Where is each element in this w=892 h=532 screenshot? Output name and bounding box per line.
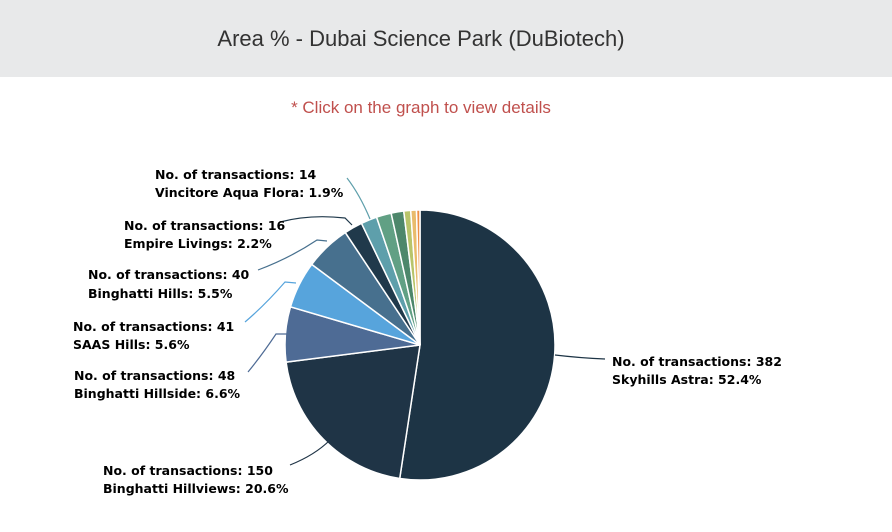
label-binghatti-hillviews-count: No. of transactions: 150 — [103, 463, 273, 478]
label-vincitore-pct: Vincitore Aqua Flora: 1.9% — [155, 185, 344, 200]
pie-slices[interactable] — [284, 209, 556, 481]
pie-slice-11[interactable] — [415, 209, 421, 346]
label-saas-hills-pct: SAAS Hills: 5.6% — [73, 337, 190, 352]
label-binghatti-hillside-pct: Binghatti Hillside: 6.6% — [74, 386, 241, 401]
label-binghatti-hills-count: No. of transactions: 40 — [88, 267, 250, 282]
click-hint: * Click on the graph to view details — [291, 98, 551, 117]
chart-title: Area % - Dubai Science Park (DuBiotech) — [217, 25, 625, 51]
connector-lines — [244, 177, 606, 466]
label-skyhills-astra-pct: Skyhills Astra: 52.4% — [612, 372, 762, 387]
label-skyhills-astra-count: No. of transactions: 382 — [612, 354, 782, 369]
label-binghatti-hillside-count: No. of transactions: 48 — [74, 368, 235, 383]
label-vincitore-count: No. of transactions: 14 — [155, 167, 317, 182]
chart-header: Area % - Dubai Science Park (DuBiotech) — [0, 0, 892, 77]
label-empire-livings-pct: Empire Livings: 2.2% — [124, 236, 272, 251]
pie-slice-skyhills-astra[interactable] — [398, 209, 556, 481]
pie-slice-binghatti-hillviews[interactable] — [285, 344, 421, 480]
label-binghatti-hills-pct: Binghatti Hills: 5.5% — [88, 286, 233, 301]
label-saas-hills-count: No. of transactions: 41 — [73, 319, 234, 334]
label-empire-livings-count: No. of transactions: 16 — [124, 218, 286, 233]
data-labels: No. of transactions: 382 Skyhills Astra:… — [73, 167, 782, 496]
label-binghatti-hillviews-pct: Binghatti Hillviews: 20.6% — [103, 481, 289, 496]
